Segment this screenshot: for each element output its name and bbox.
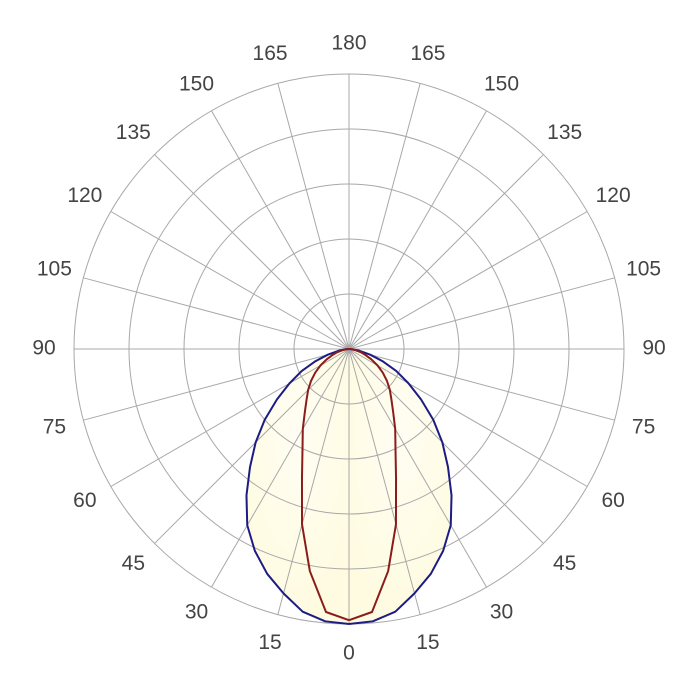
intensity-curve: [245, 348, 350, 625]
angle-label: 135: [547, 121, 582, 144]
angle-label: 0: [343, 642, 355, 665]
spoke: [110, 348, 350, 487]
spoke: [348, 110, 487, 350]
spoke: [348, 211, 588, 350]
angle-label: 165: [253, 42, 288, 65]
spoke: [83, 277, 350, 350]
angle-label: 75: [632, 415, 655, 438]
spoke: [211, 110, 350, 350]
spoke: [110, 211, 350, 350]
angle-label: 150: [179, 72, 214, 95]
spoke: [348, 83, 421, 350]
angle-label: 60: [73, 489, 96, 512]
angle-label: 150: [484, 72, 519, 95]
label-layer: 0 15 15 30 30 45 45 60 60 75 75 90 90 105 105 120 120 135…: [32, 32, 665, 665]
angle-label: 165: [410, 42, 445, 65]
angle-label: 120: [67, 184, 102, 207]
spoke: [83, 348, 350, 421]
spoke: [348, 348, 421, 615]
angle-label: 135: [116, 121, 151, 144]
spoke: [348, 348, 487, 588]
angle-label: 180: [331, 32, 366, 55]
spoke: [277, 348, 350, 615]
angle-label: 15: [416, 631, 439, 654]
intensity-curve: [348, 348, 453, 625]
spoke: [348, 348, 615, 421]
angle-label: 30: [490, 601, 513, 624]
intensity-curve: [348, 348, 398, 622]
grid-layer: [73, 73, 625, 625]
spoke: [348, 154, 544, 350]
angle-label: 90: [32, 337, 55, 360]
angle-label: 15: [258, 631, 281, 654]
angle-label: 45: [122, 552, 145, 575]
angle-label: 90: [642, 337, 665, 360]
angle-label: 105: [37, 258, 72, 281]
angle-label: 105: [626, 258, 661, 281]
spoke: [154, 348, 350, 544]
spoke: [348, 348, 588, 487]
spoke: [154, 154, 350, 350]
spoke: [348, 348, 544, 544]
angle-label: 60: [601, 489, 624, 512]
spoke: [277, 83, 350, 350]
angle-label: 75: [43, 415, 66, 438]
curve-layer: [245, 348, 453, 625]
angle-label: 30: [185, 601, 208, 624]
spoke: [348, 277, 615, 350]
area-glow: [349, 349, 452, 624]
angle-label: 45: [553, 552, 576, 575]
spoke: [211, 348, 350, 588]
intensity-curve: [300, 348, 350, 622]
angle-label: 120: [596, 184, 631, 207]
area-glow: [246, 349, 349, 624]
